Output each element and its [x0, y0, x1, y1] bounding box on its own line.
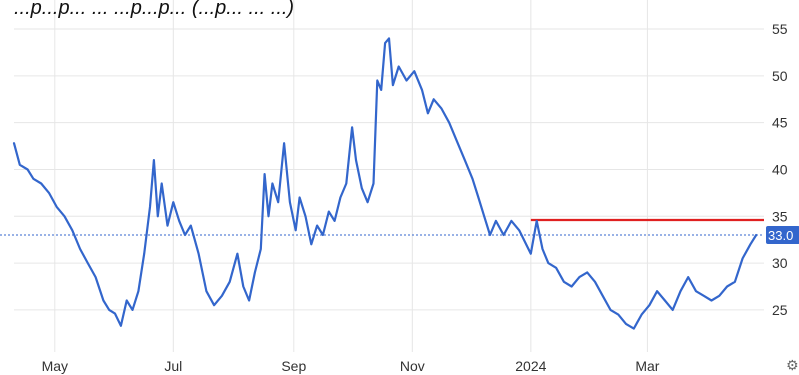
y-tick-label: 35: [772, 208, 788, 224]
y-tick-label: 40: [772, 161, 788, 177]
x-tick-label: Sep: [281, 358, 306, 374]
y-tick-label: 45: [772, 115, 788, 131]
x-tick-label: May: [42, 358, 68, 374]
y-tick-label: 55: [772, 21, 788, 37]
grid: [14, 0, 764, 352]
settings-gear-icon[interactable]: ⚙: [786, 358, 799, 374]
last-value-label: 33.0: [768, 228, 793, 243]
last-value-badge: [766, 225, 799, 244]
chart-title-partial: ...p...p... ... ...p...p... (...p... ...…: [14, 0, 294, 19]
last-value-layer: 33.0: [0, 225, 799, 244]
x-tick-label: 2024: [515, 358, 546, 374]
x-tick-label: Mar: [635, 358, 659, 374]
y-axis: 25 30 35 40 45 50 55: [772, 21, 788, 318]
y-tick-label: 25: [772, 302, 788, 318]
x-axis: May Jul Sep Nov 2024 Mar: [42, 358, 660, 374]
y-tick-label: 30: [772, 255, 788, 271]
series-layer: [12, 37, 758, 330]
y-tick-label: 50: [772, 68, 788, 84]
x-tick-label: Jul: [164, 358, 182, 374]
series-line: [12, 37, 758, 330]
x-tick-label: Nov: [400, 358, 425, 374]
